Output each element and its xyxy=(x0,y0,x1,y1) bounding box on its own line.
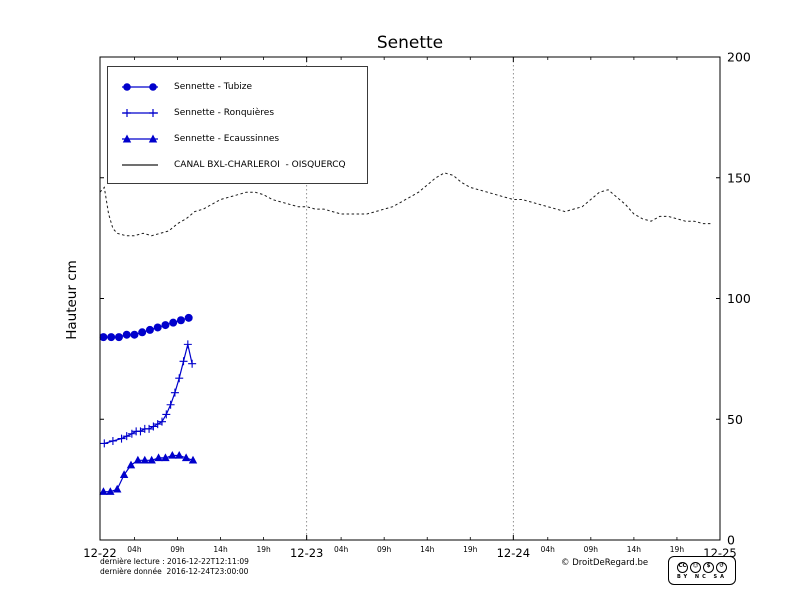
share-alike-icon: ↺ xyxy=(716,561,727,573)
marker-triangle-ecaussinnes xyxy=(168,450,177,459)
marker-circle-tubize xyxy=(145,325,154,334)
footer-last-data: dernière donnée 2016-12-24T23:00:00 xyxy=(100,567,249,576)
marker-triangle-ecaussinnes xyxy=(161,453,170,462)
marker-plus-ronquieres xyxy=(188,359,197,368)
marker-triangle-ecaussinnes xyxy=(133,455,143,464)
marker-plus-ronquieres xyxy=(122,432,131,441)
y-tick-label: 50 xyxy=(727,412,743,427)
marker-circle-tubize xyxy=(99,333,108,342)
marker-circle-tubize xyxy=(169,318,178,327)
marker-plus-ronquieres xyxy=(183,340,192,349)
series-line-canal xyxy=(99,172,712,237)
legend-marker-circle-icon xyxy=(122,83,158,91)
x-hour-tick-label: 09h xyxy=(377,545,392,554)
x-hour-tick-label: 04h xyxy=(127,545,142,554)
y-tick-label: 150 xyxy=(727,170,751,185)
marker-plus-ronquieres xyxy=(145,424,154,433)
y-tick-label: 100 xyxy=(727,291,751,306)
marker-plus-ronquieres xyxy=(153,420,162,429)
marker-plus-ronquieres xyxy=(170,388,179,397)
x-hour-tick-label: 14h xyxy=(420,545,435,554)
cc-license-labels: BY NC SA xyxy=(677,573,727,580)
x-day-tick-label: 12-22 xyxy=(83,546,116,560)
x-hour-tick-label: 09h xyxy=(584,545,599,554)
marker-circle-tubize xyxy=(114,333,123,342)
marker-circle-tubize xyxy=(138,328,147,337)
copyright-text: © DroitDeRegard.be xyxy=(561,558,649,568)
marker-triangle-ecaussinnes xyxy=(175,450,184,459)
marker-circle-tubize xyxy=(176,316,185,325)
non-commercial-icon: $ xyxy=(703,561,714,573)
legend: Sennette - Tubize Sennette - Ronquières … xyxy=(107,66,368,184)
marker-plus-ronquieres xyxy=(117,434,126,443)
legend-item-ecaussinnes: Sennette - Ecaussinnes xyxy=(119,126,359,152)
marker-plus-ronquieres xyxy=(136,427,145,436)
marker-plus-ronquieres xyxy=(166,400,175,409)
legend-item-tubize: Sennette - Tubize xyxy=(119,74,359,100)
legend-marker-line-icon xyxy=(122,164,158,166)
marker-plus-ronquieres xyxy=(158,417,166,426)
marker-triangle-ecaussinnes xyxy=(113,484,122,493)
marker-plus-ronquieres xyxy=(149,422,158,431)
x-hour-tick-label: 19h xyxy=(670,545,685,554)
marker-plus-ronquieres xyxy=(162,410,171,419)
marker-triangle-ecaussinnes xyxy=(181,453,191,462)
marker-plus-ronquieres xyxy=(100,439,109,448)
marker-plus-ronquieres xyxy=(108,436,117,445)
marker-plus-ronquieres xyxy=(175,374,184,383)
cc-license-badge: CC ☺ $ ↺ BY NC SA xyxy=(668,556,736,585)
marker-triangle-ecaussinnes xyxy=(119,470,129,478)
x-hour-tick-label: 19h xyxy=(463,545,478,554)
y-axis-label: Hauteur cm xyxy=(64,260,80,340)
marker-triangle-ecaussinnes xyxy=(106,487,115,495)
x-hour-tick-label: 04h xyxy=(541,545,556,554)
legend-label-ecaussinnes: Sennette - Ecaussinnes xyxy=(174,134,280,144)
cc-license-icons: CC ☺ $ ↺ xyxy=(677,561,727,573)
marker-plus-ronquieres xyxy=(127,429,136,438)
x-hour-tick-label: 19h xyxy=(256,545,271,554)
legend-label-canal: CANAL BXL-CHARLEROI - OISQUERCQ xyxy=(174,160,346,170)
chart-title: Senette xyxy=(376,33,444,53)
x-day-tick-label: 12-23 xyxy=(290,546,323,560)
legend-marker-plus-icon xyxy=(122,109,158,117)
legend-item-canal: CANAL BXL-CHARLEROI - OISQUERCQ xyxy=(119,152,359,178)
marker-plus-ronquieres xyxy=(179,357,188,366)
legend-item-ronquieres: Sennette - Ronquières xyxy=(119,100,359,126)
x-hour-tick-label: 14h xyxy=(213,545,228,554)
marker-circle-tubize xyxy=(107,333,116,342)
legend-label-ronquieres: Sennette - Ronquières xyxy=(174,108,275,118)
marker-triangle-ecaussinnes xyxy=(140,455,149,464)
footer-last-reading: dernière lecture : 2016-12-22T12:11:09 xyxy=(100,557,249,566)
x-hour-tick-label: 14h xyxy=(627,545,642,554)
x-hour-tick-label: 04h xyxy=(334,545,349,554)
marker-circle-tubize xyxy=(130,330,139,339)
marker-triangle-ecaussinnes xyxy=(188,455,198,464)
marker-triangle-ecaussinnes xyxy=(126,460,136,469)
marker-circle-tubize xyxy=(184,313,193,322)
y-tick-label: 0 xyxy=(727,533,735,548)
marker-triangle-ecaussinnes xyxy=(147,455,156,464)
x-hour-tick-label: 09h xyxy=(170,545,185,554)
marker-circle-tubize xyxy=(153,323,162,332)
attribution-icon: ☺ xyxy=(690,561,701,573)
x-day-tick-label: 12-24 xyxy=(497,546,530,560)
y-tick-label: 200 xyxy=(727,50,751,65)
marker-triangle-ecaussinnes xyxy=(99,487,108,495)
marker-circle-tubize xyxy=(161,321,170,330)
cc-logo-icon: CC xyxy=(677,561,688,573)
legend-label-tubize: Sennette - Tubize xyxy=(174,82,253,92)
marker-triangle-ecaussinnes xyxy=(154,453,163,462)
legend-marker-triangle-icon xyxy=(122,134,158,143)
marker-circle-tubize xyxy=(122,330,131,339)
